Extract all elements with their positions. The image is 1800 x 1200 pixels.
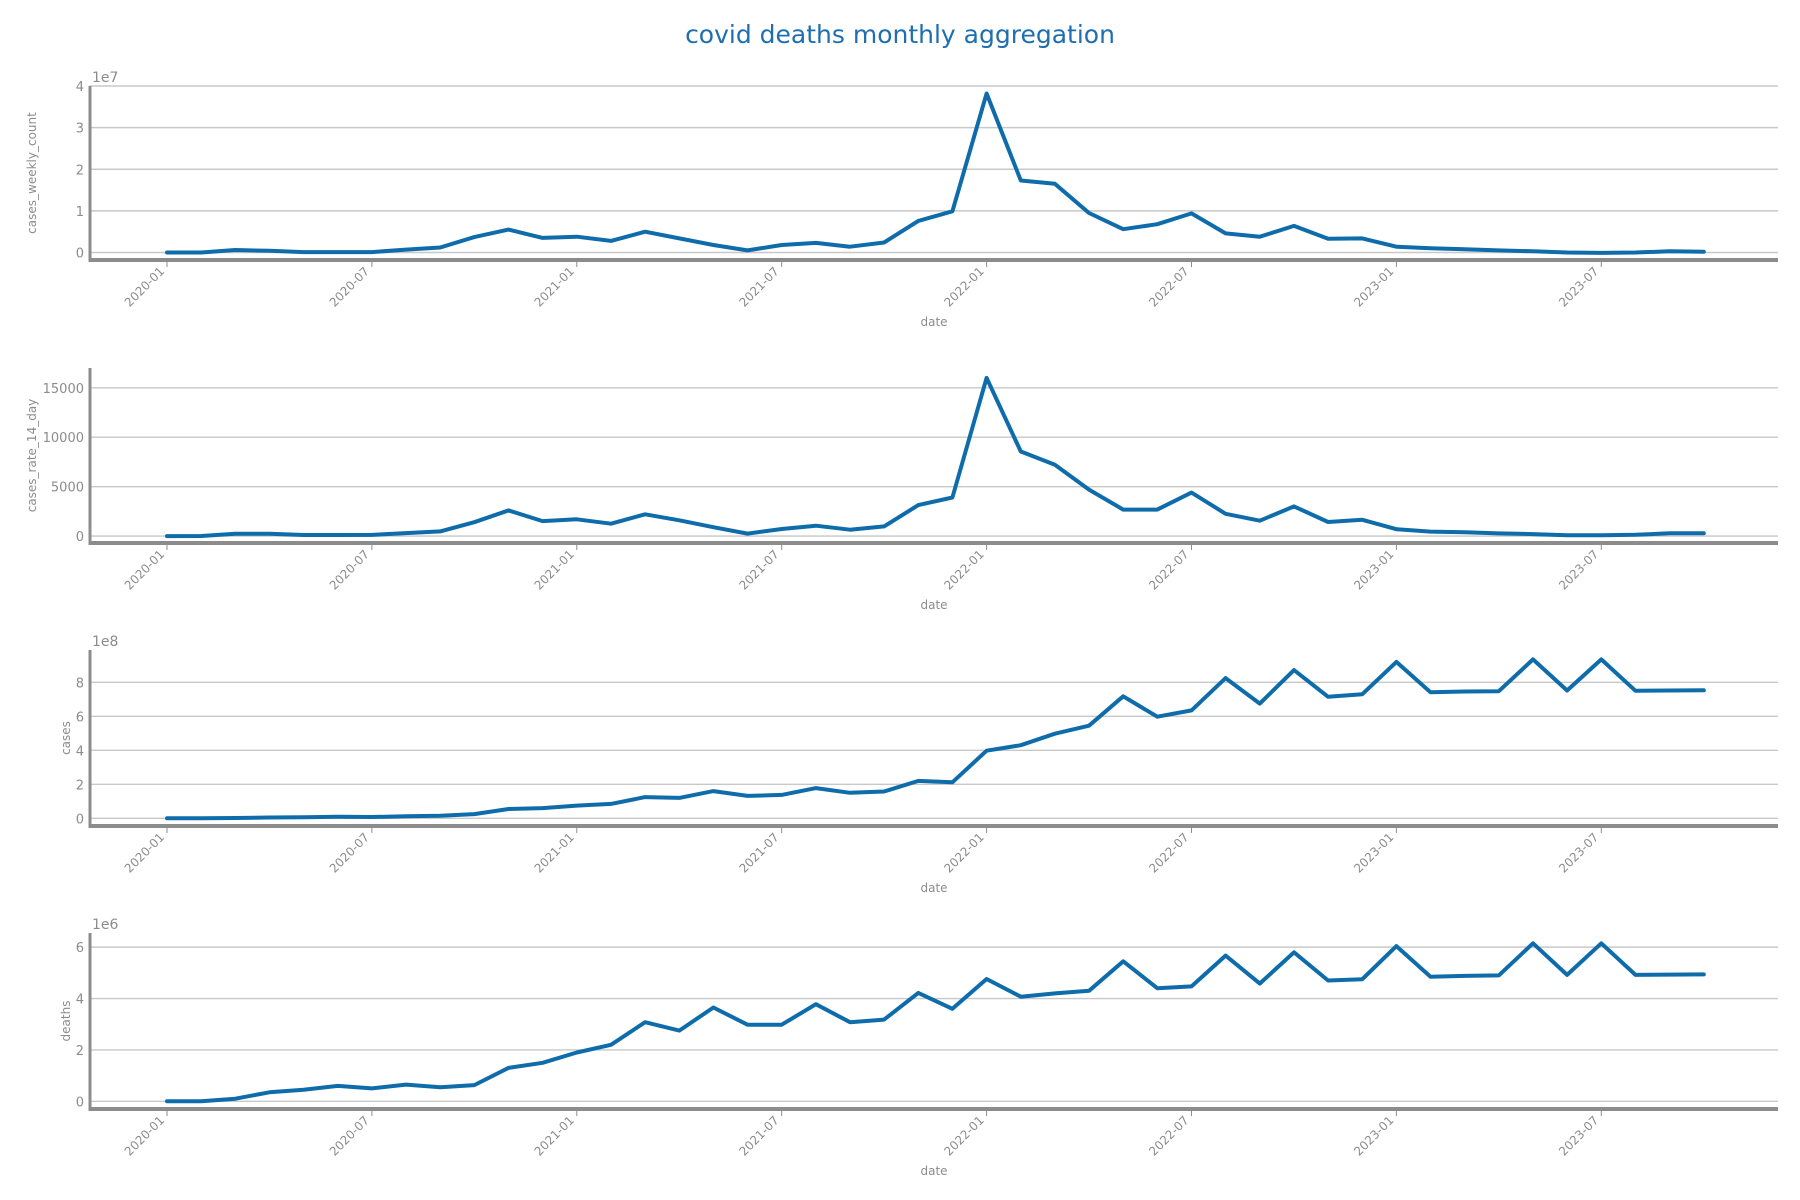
x-tick-label: 2023-07 <box>1556 830 1601 875</box>
y-axis-label: deaths <box>59 1001 73 1042</box>
x-tick-label: 2021-07 <box>736 1113 781 1158</box>
y-axis-label: cases <box>59 721 73 755</box>
y-tick-label: 4 <box>76 993 84 1008</box>
y-tick-label: 0 <box>76 530 84 545</box>
series-line-cases_rate_14_day <box>165 375 1706 539</box>
x-tick-label: 2020-01 <box>122 264 167 309</box>
y-tick-label: 2 <box>76 1044 84 1059</box>
series-line-cases <box>165 657 1706 821</box>
y-tick-label: 1 <box>76 205 84 220</box>
y-tick-label: 8 <box>76 676 84 691</box>
y-tick-label: 2 <box>76 778 84 793</box>
subplot-4: 0 2 4 6 1e6 deaths 2020-01 2020-07 2021-01 2021-0… <box>59 917 1778 1178</box>
x-tick-label: 2023-07 <box>1556 1113 1601 1158</box>
x-tick-label: 2020-07 <box>327 264 372 309</box>
y-axis-label: cases_weekly_count <box>25 112 39 234</box>
x-tick-label: 2023-07 <box>1556 547 1601 592</box>
x-tick-label: 2023-07 <box>1556 264 1601 309</box>
x-tick-label: 2023-01 <box>1351 830 1396 875</box>
x-tick-label: 2022-01 <box>941 547 986 592</box>
x-tick-label: 2021-07 <box>736 264 781 309</box>
subplot-3: 0 2 4 6 8 1e8 cases 2020-01 2020-07 2021-01 2021-0… <box>59 634 1778 895</box>
x-axis-label: date <box>920 1164 947 1178</box>
y-offset-label: 1e6 <box>92 917 119 933</box>
y-tick-label: 10000 <box>43 431 84 446</box>
y-tick-label: 6 <box>76 941 84 956</box>
x-tick-label: 2021-07 <box>736 547 781 592</box>
y-tick-label: 2 <box>76 163 84 178</box>
x-tick-label: 2022-07 <box>1146 830 1191 875</box>
subplot-1: 0 1 2 3 4 1e7 cases_weekly_count 2020-01 2020-07… <box>25 70 1778 329</box>
x-tick-label: 2022-07 <box>1146 1113 1191 1158</box>
y-offset-label: 1e8 <box>92 634 118 650</box>
x-tick-label: 2021-01 <box>532 1113 577 1158</box>
y-tick-label: 6 <box>76 710 84 725</box>
x-tick-label: 2020-01 <box>122 1113 167 1158</box>
x-axis-label: date <box>920 315 947 329</box>
chart-title: covid deaths monthly aggregation <box>685 20 1115 49</box>
y-tick-label: 4 <box>76 744 84 759</box>
x-tick-label: 2022-01 <box>941 830 986 875</box>
x-tick-label: 2023-01 <box>1351 264 1396 309</box>
y-tick-label: 5000 <box>51 481 84 496</box>
x-tick-label: 2020-07 <box>327 1113 372 1158</box>
x-tick-label: 2022-07 <box>1146 264 1191 309</box>
x-tick-label: 2021-01 <box>532 830 577 875</box>
series-line-deaths <box>165 941 1706 1104</box>
y-tick-label: 0 <box>76 812 84 827</box>
x-tick-label: 2021-01 <box>532 547 577 592</box>
series-line-cases_weekly_count <box>165 91 1706 255</box>
y-tick-label: 0 <box>76 1095 84 1110</box>
x-tick-label: 2023-01 <box>1351 547 1396 592</box>
y-tick-label: 3 <box>76 122 84 137</box>
x-tick-label: 2023-01 <box>1351 1113 1396 1158</box>
y-axis-label: cases_rate_14_day <box>25 399 39 513</box>
y-offset-label: 1e7 <box>92 70 118 86</box>
x-tick-label: 2020-01 <box>122 547 167 592</box>
x-tick-label: 2021-01 <box>532 264 577 309</box>
y-tick-label: 15000 <box>43 382 84 397</box>
x-tick-label: 2022-07 <box>1146 547 1191 592</box>
x-tick-label: 2022-01 <box>941 264 986 309</box>
x-axis-label: date <box>920 598 947 612</box>
y-tick-label: 0 <box>76 247 84 262</box>
subplot-2: 0 5000 10000 15000 cases_rate_14_day 2020-01 2… <box>25 368 1778 612</box>
x-tick-label: 2021-07 <box>736 830 781 875</box>
x-tick-label: 2020-07 <box>327 830 372 875</box>
x-tick-label: 2022-01 <box>941 1113 986 1158</box>
y-tick-label: 4 <box>76 80 84 95</box>
x-axis-label: date <box>920 881 947 895</box>
x-tick-label: 2020-01 <box>122 830 167 875</box>
x-tick-label: 2020-07 <box>327 547 372 592</box>
